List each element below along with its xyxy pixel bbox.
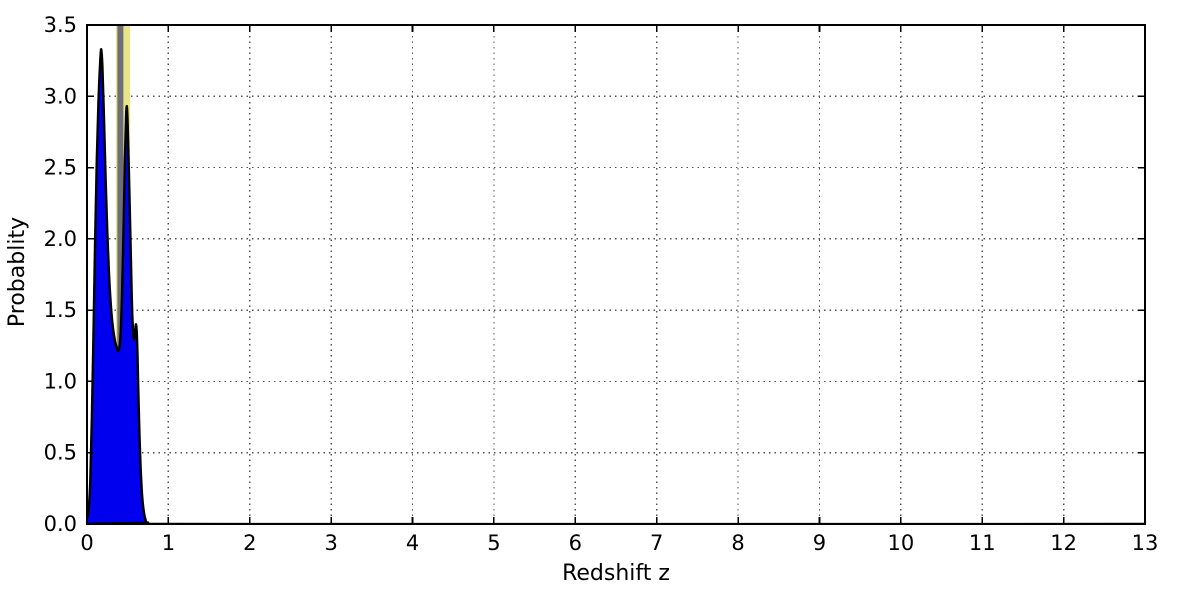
x-tick-label: 5 — [487, 531, 500, 555]
y-tick-label: 0.5 — [44, 441, 77, 465]
x-tick-label: 2 — [243, 531, 256, 555]
x-tick-label: 6 — [569, 531, 582, 555]
data-series-layer — [87, 48, 1145, 524]
x-axis-label: Redshift z — [562, 561, 670, 586]
x-tick-label: 13 — [1132, 531, 1159, 555]
x-tick-label: 10 — [887, 531, 914, 555]
x-tick-label: 1 — [162, 531, 175, 555]
y-tick-label: 0.0 — [44, 512, 77, 536]
x-tick-label: 11 — [969, 531, 996, 555]
y-tick-label: 2.5 — [44, 156, 77, 180]
plot-background — [87, 25, 1145, 524]
y-tick-label: 3.5 — [44, 13, 77, 37]
series-0-group — [87, 48, 1145, 524]
x-tick-label: 8 — [731, 531, 744, 555]
y-tick-label: 1.0 — [44, 369, 77, 393]
x-tick-label: 12 — [1050, 531, 1077, 555]
x-tick-label: 7 — [650, 531, 663, 555]
x-tick-label: 3 — [324, 531, 337, 555]
x-tick-label: 9 — [813, 531, 826, 555]
y-tick-label: 1.5 — [44, 298, 77, 322]
series-outline — [87, 48, 1145, 524]
plot-frame — [86, 24, 1146, 525]
y-tick-label: 2.0 — [44, 227, 77, 251]
y-axis-label: Probablity — [5, 217, 30, 327]
y-tick-label: 3.0 — [44, 84, 77, 108]
x-tick-label: 4 — [406, 531, 419, 555]
axis-ticks: 0 1 2 3 4 5 6 7 8 9 10 11 12 130.00.51.01.52.02.53.03… — [44, 13, 1159, 555]
x-tick-label: 0 — [80, 531, 93, 555]
grid-lines — [87, 25, 1145, 524]
